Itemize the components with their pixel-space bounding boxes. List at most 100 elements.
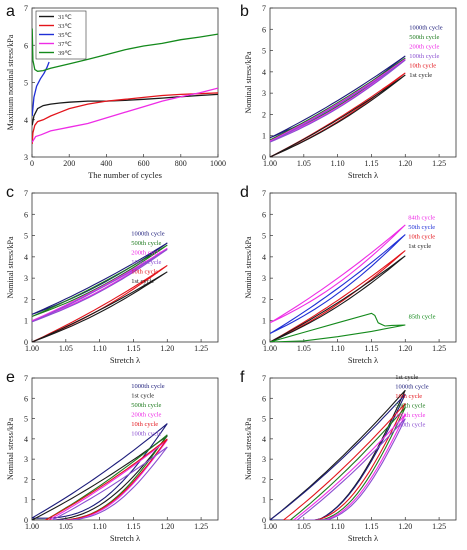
annotation-label: 85th cycle <box>409 314 436 321</box>
x-tick-label: 1.25 <box>432 344 446 353</box>
y-tick-label: 2 <box>24 475 28 484</box>
legend-label: 37℃ <box>58 41 73 48</box>
y-tick-label: 6 <box>24 41 28 50</box>
plot-area <box>270 389 406 520</box>
y-tick-label: 5 <box>262 232 266 241</box>
legend-label: 500th cycle <box>131 402 161 409</box>
x-tick-label: 1.15 <box>126 522 140 531</box>
y-tick-label: 1 <box>24 317 28 326</box>
y-axis-label: Maximum nominal stress/kPa <box>6 34 15 130</box>
y-tick-label: 1 <box>24 496 28 505</box>
y-tick-label: 0 <box>262 153 266 162</box>
x-tick-label: 1.20 <box>398 159 412 168</box>
series-line-33- <box>32 92 218 145</box>
plot-area <box>32 28 218 145</box>
legend-label: 1st cycle <box>131 393 154 400</box>
panel-letter: a <box>6 3 15 20</box>
x-tick-label: 200 <box>63 159 75 168</box>
series-line-10th-cycle <box>45 438 168 520</box>
legend-label: 33℃ <box>58 23 73 30</box>
plot-area <box>270 55 406 157</box>
y-tick-label: 4 <box>24 116 28 125</box>
y-tick-label: 1 <box>262 496 266 505</box>
legend-label: 500th cycle <box>131 240 161 247</box>
y-tick-label: 3 <box>24 153 28 162</box>
plot-frame <box>269 7 457 158</box>
y-tick-label: 7 <box>24 4 28 13</box>
series-line-200th-cycle <box>32 247 168 322</box>
x-tick-label: 1.20 <box>398 522 412 531</box>
x-tick-label: 400 <box>100 159 112 168</box>
legend-label: 200th cycle <box>131 250 161 257</box>
series-line-50th-cycle <box>270 234 406 334</box>
y-tick-label: 4 <box>24 435 28 444</box>
panel-b: b 1.00 1.05 1.10 1.15 1.20 1.25 0 1 2 3 4 5 6 7 Stretch… <box>240 3 457 180</box>
y-tick-label: 0 <box>262 338 266 347</box>
plot-area <box>32 242 168 342</box>
y-tick-label: 5 <box>24 415 28 424</box>
x-tick-label: 1.25 <box>432 522 446 531</box>
legend-label: 1000th cycle <box>409 24 443 31</box>
x-tick-label: 1.15 <box>126 344 140 353</box>
y-tick-label: 2 <box>262 110 266 119</box>
series-line-200th-cycle <box>293 414 406 520</box>
x-tick-label: 1.25 <box>194 522 208 531</box>
x-axis-label: Stretch λ <box>348 170 379 180</box>
y-tick-label: 0 <box>24 338 28 347</box>
y-tick-label: 5 <box>262 415 266 424</box>
legend-label: 500th cycle <box>409 34 439 41</box>
x-tick-label: 1.00 <box>263 159 277 168</box>
panel-f: f 1.00 1.05 1.10 1.15 1.20 1.25 0 1 2 3 4 5 6 7 Stretch… <box>240 369 457 543</box>
x-tick-label: 1.10 <box>93 522 107 531</box>
legend-label: 50th cycle <box>408 224 435 231</box>
x-tick-label: 1.05 <box>59 344 73 353</box>
x-tick-label: 1.10 <box>331 344 345 353</box>
legend-label: 200th cycle <box>409 43 439 50</box>
series-line-35- <box>32 61 50 117</box>
x-axis-label: Stretch λ <box>348 355 379 365</box>
y-axis-label: Nominal stress/kPa <box>6 418 15 480</box>
y-tick-label: 4 <box>262 68 266 77</box>
y-tick-label: 3 <box>24 274 28 283</box>
panel-letter: d <box>240 184 249 201</box>
panel-d: d 1.00 1.05 1.10 1.15 1.20 1.25 0 1 2 3 4 5 6 7 Stretch… <box>240 184 457 365</box>
panel-letter: b <box>240 3 249 20</box>
x-tick-label: 1.00 <box>25 344 39 353</box>
y-tick-label: 1 <box>262 317 266 326</box>
series-line-200th-cycle <box>48 439 168 520</box>
legend-label: 100th cycle <box>131 259 161 266</box>
legend-label: 31℃ <box>58 14 73 21</box>
series-line-37- <box>32 87 218 143</box>
panel-c: c 1.00 1.05 1.10 1.15 1.20 1.25 0 1 2 3 4 5 6 7 Stretch… <box>6 184 219 365</box>
x-tick-label: 600 <box>138 159 150 168</box>
y-tick-label: 5 <box>24 79 28 88</box>
y-tick-label: 7 <box>24 189 28 198</box>
y-axis-label: Nominal stress/kPa <box>244 236 253 298</box>
series-line-1000th-cycle <box>270 393 406 520</box>
series-line-1st-cycle <box>32 435 168 520</box>
x-tick-label: 1.10 <box>331 522 345 531</box>
y-tick-label: 6 <box>24 210 28 219</box>
legend-label: 100th cycle <box>409 53 439 60</box>
plot-frame <box>269 377 457 521</box>
x-tick-label: 1.10 <box>93 344 107 353</box>
x-axis-label: The number of cycles <box>88 170 162 180</box>
y-tick-label: 3 <box>262 89 266 98</box>
legend-label: 100th cycle <box>395 422 425 429</box>
x-axis-label: Stretch λ <box>110 355 141 365</box>
series-line-10th-cycle <box>270 250 406 342</box>
x-tick-label: 1.00 <box>263 522 277 531</box>
y-tick-label: 5 <box>262 47 266 56</box>
y-tick-label: 6 <box>24 394 28 403</box>
y-tick-label: 0 <box>262 516 266 525</box>
x-axis-label: Stretch λ <box>348 533 379 543</box>
y-axis-label: Nominal stress/kPa <box>6 236 15 298</box>
x-tick-label: 1.15 <box>364 344 378 353</box>
legend-label: 1st cycle <box>395 374 418 381</box>
y-tick-label: 3 <box>24 455 28 464</box>
x-tick-label: 1.10 <box>331 159 345 168</box>
x-tick-label: 1.05 <box>59 522 73 531</box>
y-tick-label: 4 <box>262 435 266 444</box>
x-tick-label: 1.00 <box>263 344 277 353</box>
